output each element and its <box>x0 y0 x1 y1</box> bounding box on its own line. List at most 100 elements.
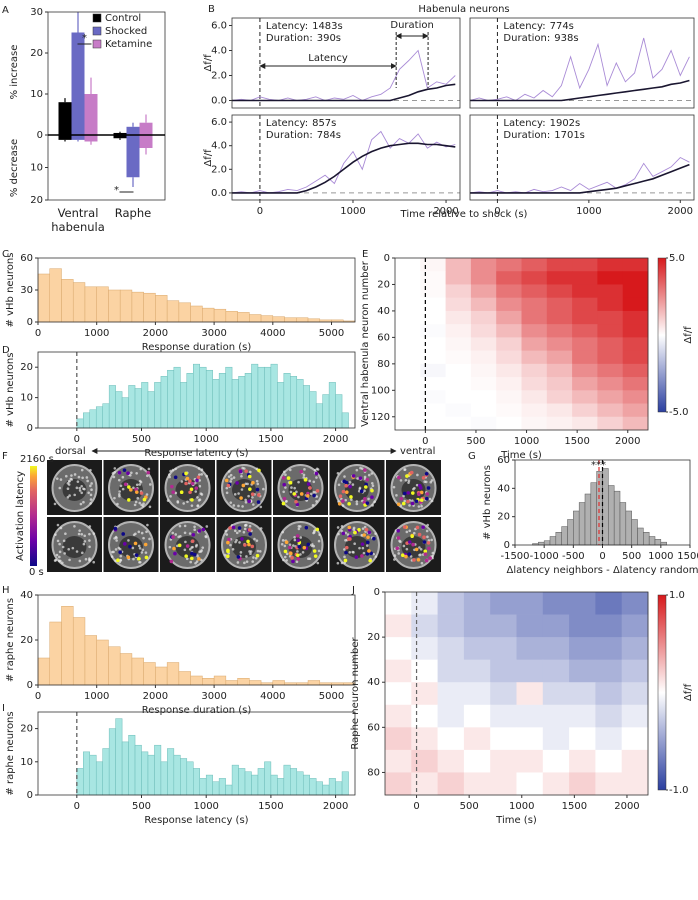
histogram-bar <box>83 751 91 796</box>
cell <box>79 502 83 506</box>
active-cell <box>312 549 317 553</box>
heatmap-cell <box>569 704 596 728</box>
cell <box>135 471 138 475</box>
y-axis-label: Δf/f <box>203 149 214 167</box>
heatmap-cell <box>516 614 544 638</box>
x-tick-label: 500 <box>466 436 485 447</box>
heatmap-cell <box>445 416 472 431</box>
panel-label: J <box>351 585 355 596</box>
cell <box>283 555 287 559</box>
cell <box>89 493 93 497</box>
heatmap-cell <box>437 659 465 683</box>
heatmap-cell <box>597 310 624 325</box>
duration-value: 390s <box>317 33 341 44</box>
active-cell <box>302 545 307 550</box>
active-cell <box>256 500 261 504</box>
cell <box>259 527 263 530</box>
cell <box>256 549 260 553</box>
heatmap-cell <box>597 337 624 352</box>
panel-label: B <box>208 4 215 15</box>
histogram-bar <box>648 536 656 546</box>
heatmap-cell <box>411 659 438 683</box>
cell <box>200 473 203 476</box>
heatmap-cell <box>395 390 421 404</box>
histogram-bar <box>257 768 265 796</box>
heatmap-cell <box>569 749 596 773</box>
active-cell <box>185 544 190 548</box>
active-cell <box>364 527 369 532</box>
active-cell <box>226 540 230 545</box>
histogram-bar <box>119 653 133 686</box>
active-cell <box>235 481 239 485</box>
cell <box>302 473 306 477</box>
cell <box>186 500 189 504</box>
cell <box>238 541 241 544</box>
cell <box>393 558 396 561</box>
heatmap-cell <box>496 403 522 418</box>
cell <box>344 539 347 542</box>
y2-tick-label: 10 <box>30 163 43 174</box>
heatmap-cell <box>546 350 573 365</box>
y-axis-label: # raphe neurons <box>5 598 16 682</box>
cell <box>140 551 144 554</box>
cell <box>184 540 187 544</box>
cell <box>145 530 148 534</box>
histogram-bar <box>155 666 168 686</box>
active-cell <box>368 558 372 563</box>
x-tick-label: 2000 <box>323 801 348 812</box>
cell <box>118 493 121 496</box>
histogram-bar <box>290 376 298 429</box>
active-cell <box>123 542 127 546</box>
cell <box>59 478 63 481</box>
histogram-bar <box>199 366 207 429</box>
heatmap-cell <box>516 682 544 706</box>
heatmap-cell <box>490 704 517 728</box>
y-tick-label: 20 <box>20 724 33 735</box>
latency-value: 1902s <box>550 118 581 129</box>
y-tick-label: 6.0 <box>211 117 227 128</box>
x-axis-label: Time (s) <box>495 815 537 826</box>
cell <box>415 483 419 487</box>
y-tick-label: 30 <box>20 285 33 296</box>
histogram-bar <box>341 771 349 796</box>
cell <box>92 532 96 535</box>
cell <box>232 476 236 479</box>
active-cell <box>297 544 302 549</box>
active-cell <box>190 539 195 543</box>
x-tick-label: 0 <box>74 434 80 445</box>
cell <box>355 500 359 503</box>
active-cell <box>427 546 431 551</box>
heatmap-cell <box>542 614 570 638</box>
active-cell <box>312 493 316 498</box>
legend-label: Ketamine <box>105 39 152 50</box>
histogram-bar <box>567 519 574 546</box>
cell <box>340 525 344 528</box>
histogram-bar <box>160 376 168 429</box>
y-tick-label: 0 <box>27 317 33 328</box>
heatmap-cell <box>463 682 491 706</box>
histogram-bar <box>631 519 638 546</box>
histogram-bar <box>141 382 149 429</box>
y-axis-label: # vHb neurons <box>482 465 493 540</box>
y-tick-label: 60 <box>20 253 33 264</box>
cell <box>370 472 374 475</box>
active-cell <box>126 471 130 475</box>
heatmap-cell <box>420 377 446 391</box>
heatmap-cell <box>496 363 522 378</box>
histogram-bar <box>270 774 278 796</box>
active-cell <box>169 559 174 564</box>
histogram-bar <box>178 671 191 686</box>
histogram-bar <box>49 268 62 323</box>
heatmap-cell <box>622 297 649 312</box>
histogram-bar <box>284 317 297 323</box>
cell <box>336 526 340 529</box>
x-tick-label: 1000 <box>84 691 109 702</box>
active-cell <box>426 541 431 545</box>
cell <box>194 561 197 565</box>
legend-label: Control <box>105 13 141 24</box>
y-tick-label: 40 <box>497 483 510 494</box>
cell <box>428 497 432 501</box>
histogram-bar <box>244 771 252 796</box>
active-cell <box>402 525 407 529</box>
histogram-bar <box>96 286 109 323</box>
